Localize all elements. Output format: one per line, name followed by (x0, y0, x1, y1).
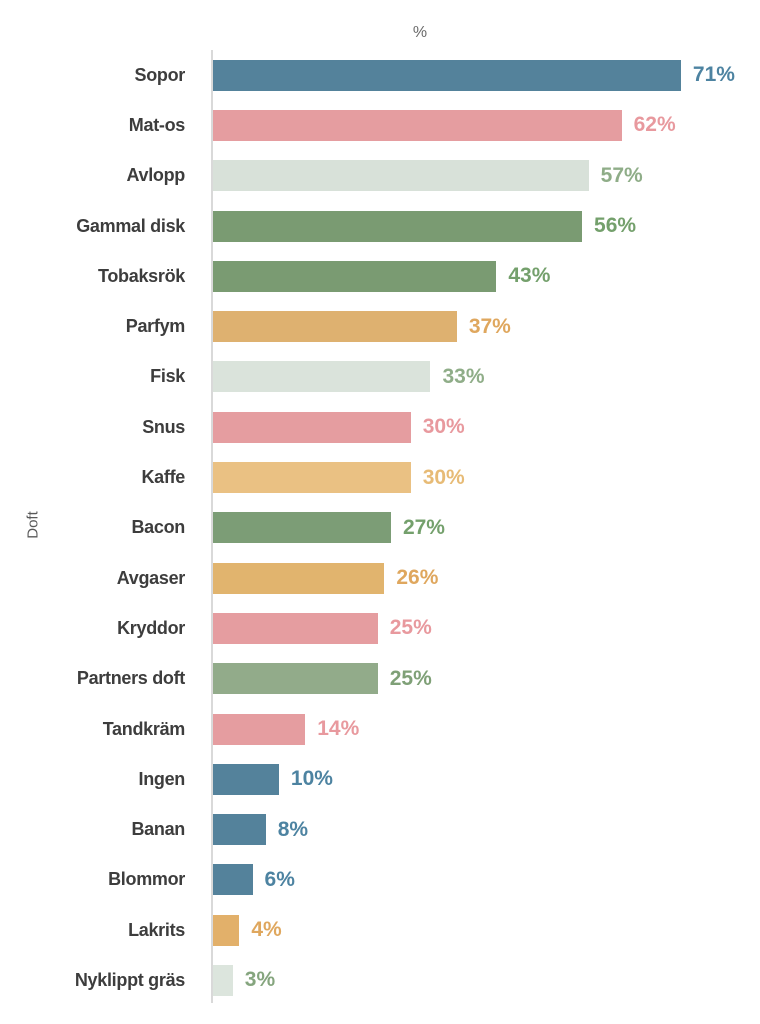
value-label: 25% (389, 666, 432, 690)
value-label: 14% (317, 717, 360, 740)
x-axis-title: % (412, 24, 428, 41)
category-label: Avgaser (116, 567, 186, 588)
category-label: Partners doft (76, 668, 185, 689)
bar-row: Kaffe 30% (0, 452, 760, 502)
value-label: 30% (422, 415, 465, 439)
bar (213, 612, 378, 644)
bar (213, 512, 391, 544)
bar (213, 160, 589, 192)
y-axis-line (211, 50, 213, 1003)
value-label: 30% (422, 465, 465, 489)
category-label: Gammal disk (76, 215, 185, 236)
value-label: 37% (468, 314, 511, 338)
value-label: 62% (633, 113, 676, 137)
bar-rows: Sopor 71% Mat-os 62% Avlopp 57% Gammal d… (0, 50, 760, 1006)
value-label: 33% (442, 364, 485, 388)
category-label: Ingen (138, 768, 186, 789)
bar-row: Avlopp 57% (0, 151, 760, 201)
category-label: Mat-os (128, 114, 186, 135)
value-label: 56% (594, 214, 637, 238)
bar (213, 59, 681, 91)
bar (213, 311, 457, 343)
value-label: 4% (251, 918, 282, 942)
bar-row: Nyklippt gräs 3% (0, 955, 760, 1005)
value-label: 25% (389, 616, 432, 640)
bar-row: Blommor 6% (0, 855, 760, 905)
category-label: Nyklippt gräs (74, 969, 185, 990)
bar (213, 562, 385, 594)
bar-row: Avgaser 26% (0, 553, 760, 603)
category-label: Avlopp (126, 165, 185, 186)
bar-row: Kryddor 25% (0, 603, 760, 653)
bar (213, 864, 253, 896)
category-label: Blommor (108, 869, 185, 890)
category-label: Tandkräm (102, 718, 186, 739)
value-label: 8% (277, 817, 309, 841)
bar-row: Bacon 27% (0, 503, 760, 553)
category-label: Tobaksrök (98, 265, 185, 286)
category-label: Bacon (131, 517, 185, 538)
category-label: Lakrits (128, 919, 185, 940)
value-label: 57% (600, 163, 643, 187)
bar-row: Tobaksrök 43% (0, 251, 760, 301)
bar-row: Mat-os 62% (0, 100, 760, 150)
bar-row: Snus 30% (0, 402, 760, 452)
bar (213, 260, 497, 292)
bar-row: Tandkräm 14% (0, 704, 760, 754)
value-label: 3% (244, 968, 276, 992)
bar (213, 914, 240, 946)
bar-row: Fisk 33% (0, 352, 760, 402)
bar-row: Lakrits 4% (0, 905, 760, 955)
value-label: 26% (396, 566, 439, 590)
category-label: Kaffe (141, 467, 185, 488)
bar (213, 763, 279, 795)
category-label: Banan (131, 819, 185, 840)
bar (213, 361, 431, 393)
category-label: Sopor (134, 64, 186, 85)
value-label: 43% (508, 264, 551, 288)
bar (213, 210, 583, 242)
category-label: Kryddor (117, 617, 185, 638)
bar-row: Gammal disk 56% (0, 201, 760, 251)
value-label: 27% (402, 515, 445, 539)
bar (213, 462, 411, 494)
value-label: 71% (692, 63, 735, 87)
category-label: Snus (142, 416, 185, 437)
bar-row: Sopor 71% (0, 50, 760, 100)
bar (213, 109, 622, 141)
bar (213, 411, 411, 443)
bar-row: Banan 8% (0, 804, 760, 854)
value-label: 10% (290, 767, 333, 791)
bar (213, 663, 378, 695)
category-label: Parfym (125, 316, 186, 337)
bar-row: Ingen 10% (0, 754, 760, 804)
value-label: 6% (264, 867, 295, 891)
bar-row: Partners doft 25% (0, 654, 760, 704)
bar (213, 964, 233, 996)
bar (213, 713, 306, 745)
bar-row: Parfym 37% (0, 301, 760, 351)
bar (213, 814, 266, 846)
category-label: Fisk (150, 366, 185, 387)
